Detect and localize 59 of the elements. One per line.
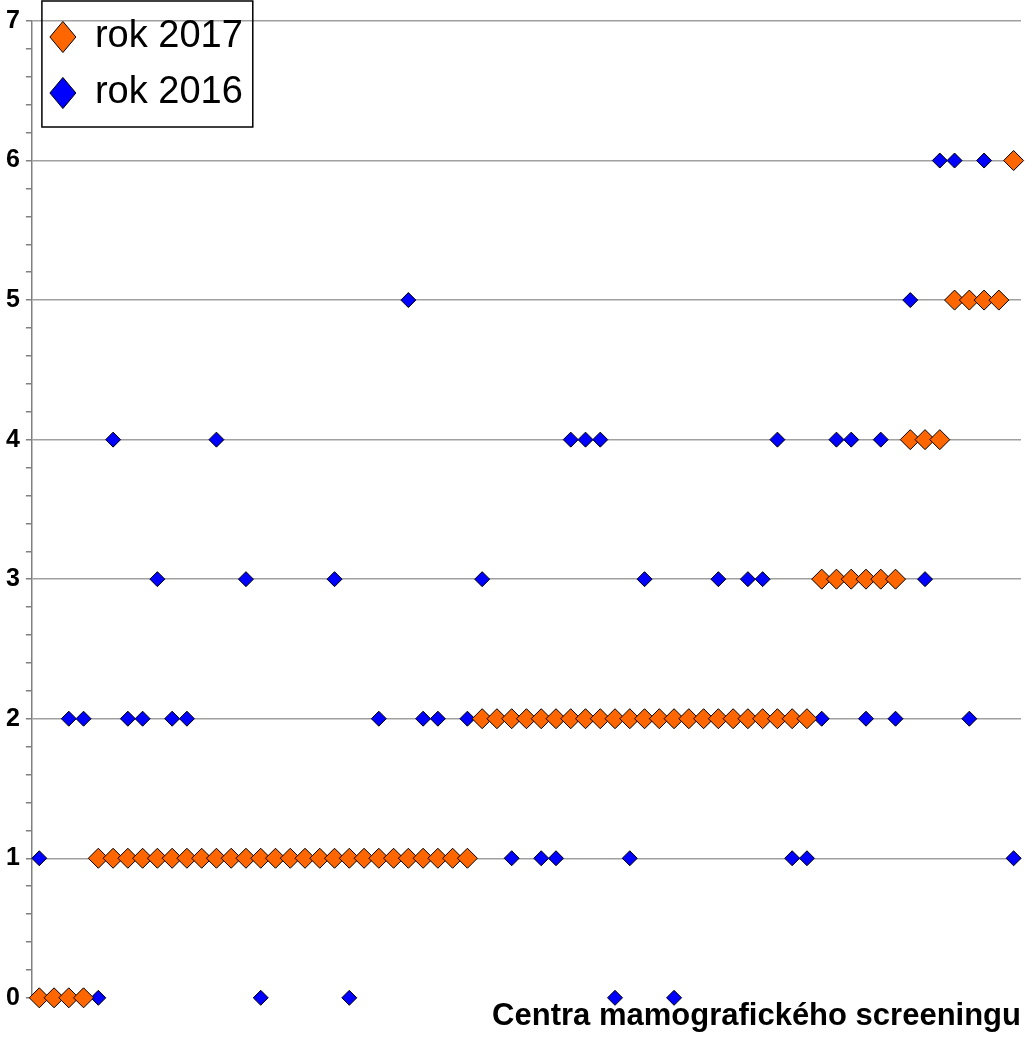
point [90,989,107,1006]
point [429,710,446,727]
point [252,989,269,1006]
y-tick-label: 7 [6,4,20,33]
point [592,431,609,448]
point [931,152,948,169]
y-tick-label: 2 [6,702,20,731]
point [459,710,476,727]
point [341,989,358,1006]
point [149,571,166,588]
legend-label: rok 2016 [94,69,243,112]
y-tick-label: 5 [6,283,20,312]
point [164,710,181,727]
point [1005,850,1022,867]
y-tick-label: 1 [6,842,20,871]
point [326,571,343,588]
point [754,571,771,588]
point [872,431,889,448]
point [134,710,151,727]
point [474,571,491,588]
point [739,571,756,588]
point [370,710,387,727]
point [798,850,815,867]
point [887,710,904,727]
point [946,152,963,169]
point [902,292,919,309]
point [31,850,48,867]
legend-label: rok 2017 [94,13,243,56]
point [710,571,727,588]
point [400,292,417,309]
point [415,710,432,727]
point [119,710,136,727]
point [562,431,579,448]
y-tick-label: 6 [6,144,20,173]
point [60,710,77,727]
point [577,431,594,448]
y-tick-label: 3 [6,563,20,592]
point [237,571,254,588]
point [208,431,225,448]
point [828,431,845,448]
point [769,431,786,448]
point [178,710,195,727]
point [961,710,978,727]
point [533,850,550,867]
point [547,850,564,867]
point [917,571,934,588]
point [843,431,860,448]
point [503,850,520,867]
y-tick-label: 4 [6,423,20,452]
point [636,571,653,588]
point [75,710,92,727]
x-axis-title: Centra mamografického screeningu [492,996,1021,1032]
y-tick-label: 0 [6,981,20,1010]
point [105,431,122,448]
point [813,710,830,727]
point [857,710,874,727]
point [784,850,801,867]
point [621,850,638,867]
point [976,152,993,169]
